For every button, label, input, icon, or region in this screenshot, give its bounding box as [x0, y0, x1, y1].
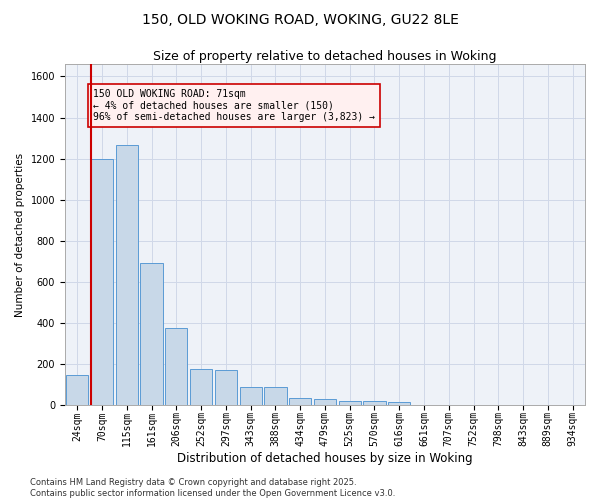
Text: 150 OLD WOKING ROAD: 71sqm
← 4% of detached houses are smaller (150)
96% of semi: 150 OLD WOKING ROAD: 71sqm ← 4% of detac… [92, 89, 374, 122]
Bar [66, 374, 88, 405]
Bar [314, 399, 336, 405]
Bar [190, 369, 212, 405]
Bar [91, 158, 113, 405]
Bar [338, 401, 361, 405]
Bar [239, 388, 262, 405]
Bar [364, 401, 386, 405]
X-axis label: Distribution of detached houses by size in Woking: Distribution of detached houses by size … [177, 452, 473, 465]
Bar [289, 398, 311, 405]
Text: Contains HM Land Registry data © Crown copyright and database right 2025.
Contai: Contains HM Land Registry data © Crown c… [30, 478, 395, 498]
Bar [140, 264, 163, 405]
Text: 150, OLD WOKING ROAD, WOKING, GU22 8LE: 150, OLD WOKING ROAD, WOKING, GU22 8LE [142, 12, 458, 26]
Bar [264, 388, 287, 405]
Bar [388, 402, 410, 405]
Bar [116, 146, 138, 405]
Title: Size of property relative to detached houses in Woking: Size of property relative to detached ho… [153, 50, 497, 63]
Y-axis label: Number of detached properties: Number of detached properties [15, 152, 25, 316]
Bar [165, 328, 187, 405]
Bar [215, 370, 237, 405]
